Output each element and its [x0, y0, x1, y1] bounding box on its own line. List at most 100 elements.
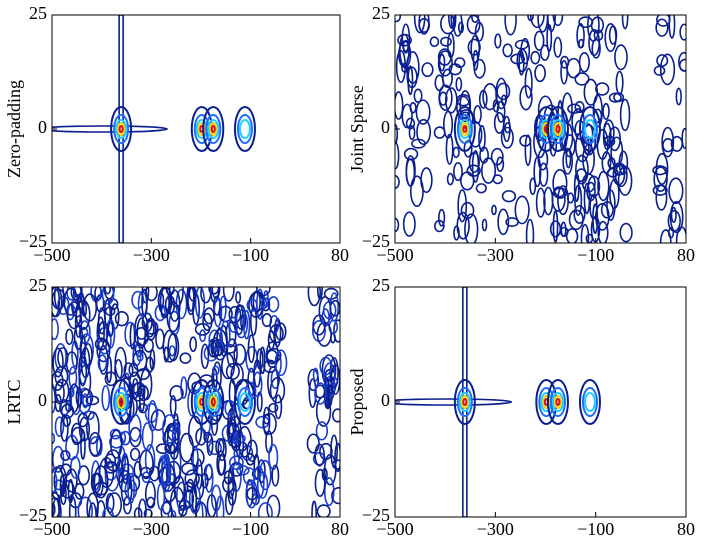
contour-line: [145, 287, 158, 302]
x-tick-label: −300: [133, 519, 170, 539]
contour-line: [88, 431, 102, 457]
contour-line: [228, 415, 242, 449]
contour-line: [553, 36, 563, 58]
contour-line: [136, 351, 144, 362]
contour-line: [209, 122, 218, 136]
contour-line: [615, 70, 624, 95]
contour-line: [117, 122, 126, 136]
contour-line: [460, 171, 475, 191]
contour-line: [496, 156, 505, 172]
contour-line: [68, 366, 78, 390]
contour-line: [578, 379, 601, 425]
contour-line: [497, 208, 510, 236]
contour-line: [206, 494, 217, 517]
contour-line: [52, 347, 64, 378]
contour-line: [575, 168, 588, 183]
contour-line: [315, 395, 332, 427]
contour-line: [138, 388, 146, 412]
contour-line: [576, 23, 585, 49]
contour-line: [668, 177, 684, 205]
contour-line: [97, 354, 108, 372]
contour-line: [210, 337, 220, 359]
contour-line: [458, 119, 471, 139]
contour-line: [208, 287, 220, 295]
contour-line: [52, 502, 56, 517]
y-axis-label: Zero-padding: [4, 80, 24, 178]
contour-line: [104, 371, 118, 387]
contour-line: [597, 170, 610, 202]
contour-line: [110, 106, 133, 152]
contour-line: [675, 87, 682, 106]
contour-line: [319, 356, 333, 376]
contour-line: [118, 469, 132, 493]
contour-line: [238, 119, 251, 139]
contour-line: [271, 464, 280, 487]
contour-line: [202, 379, 225, 425]
contour-line: [219, 295, 227, 321]
contour-line: [587, 175, 601, 198]
panel: −500 −300 −100 80 −25 0 25 Joint Sparse: [347, 3, 695, 265]
contour-line: [667, 209, 681, 232]
contour-line: [311, 500, 318, 517]
contour-line: [589, 193, 598, 220]
contour-line: [121, 455, 130, 484]
contour-line: [670, 206, 677, 223]
contour-line: [437, 50, 453, 77]
contour-line: [519, 84, 533, 111]
contour-line: [585, 233, 594, 243]
contour-line: [82, 393, 89, 409]
contour-line: [493, 111, 505, 134]
contour-line: [323, 376, 330, 409]
x-tick-label: −500: [376, 245, 413, 265]
contour-line: [530, 15, 545, 29]
contour-line: [169, 441, 179, 460]
contour-line: [168, 345, 176, 357]
contour-line: [453, 162, 463, 182]
contour-line: [395, 49, 407, 84]
contour-line: [217, 437, 227, 462]
contour-line: [455, 76, 463, 92]
contour-line: [266, 349, 279, 365]
contour-line: [210, 125, 216, 133]
y-axis-label: Proposed: [347, 369, 367, 436]
contour-line: [204, 463, 214, 493]
contour-line: [68, 496, 77, 517]
contour-line: [162, 429, 177, 447]
contour-line: [413, 15, 426, 34]
x-tick-label: −100: [232, 519, 269, 539]
contour-line: [261, 313, 273, 328]
contour-line: [462, 398, 468, 406]
contour-line: [168, 287, 184, 308]
contour-line: [255, 287, 271, 297]
contour-line: [573, 204, 586, 224]
contours: [52, 15, 256, 243]
contour-line: [52, 287, 63, 318]
contour-line: [606, 189, 616, 221]
x-tick-label: 80: [677, 245, 695, 265]
x-tick-label: −300: [477, 245, 514, 265]
contour-line: [77, 496, 93, 517]
contour-line: [552, 169, 568, 198]
contour-line: [242, 310, 251, 340]
contour-line: [155, 328, 165, 350]
contour-line: [199, 329, 207, 343]
contour-line: [604, 23, 617, 53]
contour-line: [54, 416, 65, 437]
contour-line: [256, 391, 263, 413]
contour-line: [443, 110, 454, 139]
contour-line: [306, 433, 320, 454]
contour-line: [145, 319, 155, 338]
contour-line: [262, 406, 271, 436]
contour-line: [105, 449, 121, 472]
contour-line: [501, 190, 517, 203]
contour-line: [578, 16, 594, 28]
contour-line: [452, 146, 460, 159]
contour-line: [678, 51, 686, 72]
contour-line: [114, 310, 129, 327]
x-tick-label: −500: [33, 519, 70, 539]
contour-line: [94, 337, 108, 351]
contour-line: [662, 138, 674, 153]
contour-line: [334, 442, 340, 473]
contour-line: [208, 440, 222, 456]
contour-line: [316, 504, 331, 517]
